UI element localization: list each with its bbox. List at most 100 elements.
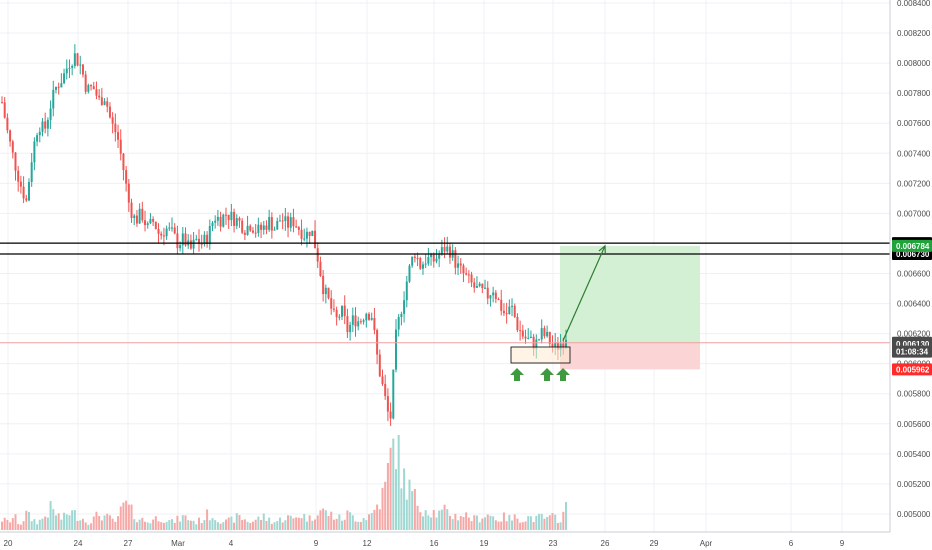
candle-body <box>262 225 265 230</box>
volume-bar <box>535 515 538 530</box>
volume-bar <box>519 522 522 530</box>
candle-body <box>435 258 438 262</box>
candle-body <box>424 263 427 265</box>
candle-body <box>224 214 227 216</box>
candle-body <box>108 106 111 118</box>
volume-bar <box>411 491 414 530</box>
volume-bar <box>300 518 303 530</box>
volume-bar <box>421 516 424 530</box>
candle-body <box>22 186 25 199</box>
candle-body <box>322 275 325 295</box>
volume-bar <box>540 513 543 530</box>
candle-body <box>489 295 492 299</box>
volume-bar <box>100 520 103 530</box>
volume-bar <box>524 521 527 530</box>
candle-body <box>63 73 66 84</box>
volume-bar <box>52 509 55 530</box>
volume-bars <box>1 435 567 530</box>
candle-body <box>127 183 130 203</box>
candle-body <box>505 313 508 315</box>
profit-zone[interactable] <box>560 245 700 343</box>
candle-body <box>457 263 460 268</box>
candle-body <box>106 101 109 107</box>
candle-body <box>17 170 20 182</box>
volume-bar <box>33 519 36 530</box>
volume-bar <box>538 513 541 530</box>
consolidation-box[interactable] <box>510 346 571 364</box>
candle-body <box>227 214 230 221</box>
candle-body <box>473 282 476 288</box>
y-tick-label: 0.005800 <box>897 390 931 399</box>
x-tick-label: 23 <box>549 539 558 548</box>
candle-body <box>443 247 446 252</box>
candle-body <box>14 152 17 171</box>
candle-body <box>195 238 198 240</box>
volume-bar <box>341 520 344 530</box>
axis-badge-label: 01:08:34 <box>896 348 929 357</box>
candle-body <box>475 285 478 288</box>
candle-body <box>394 329 397 370</box>
candle-body <box>400 313 403 317</box>
volume-bar <box>413 489 416 530</box>
axis-badge[interactable] <box>892 239 932 252</box>
axis-badge[interactable] <box>892 345 932 358</box>
candle-body <box>19 181 22 187</box>
y-tick-label: 0.007800 <box>897 89 931 98</box>
volume-bar <box>457 520 460 530</box>
y-tick-label: 0.007000 <box>897 209 931 218</box>
up-arrow-icon <box>540 368 554 381</box>
volume-bar <box>419 512 422 530</box>
volume-bar <box>481 518 484 530</box>
candle-body <box>508 306 511 315</box>
candle-body <box>389 411 392 419</box>
y-tick-label: 0.008000 <box>897 59 931 68</box>
volume-bar <box>351 515 354 530</box>
candle-body <box>44 121 47 129</box>
volume-bar <box>546 516 549 530</box>
candle-body <box>270 217 273 231</box>
volume-bar <box>276 521 279 530</box>
target-arrow-line[interactable] <box>562 245 606 342</box>
candle-body <box>100 97 103 105</box>
volume-bar <box>54 515 57 530</box>
candle-body <box>157 228 160 234</box>
price-axis[interactable]: 0.008400 0.008200 0.008000 0.007800 0.007600… <box>889 0 932 532</box>
candle-body <box>378 354 381 377</box>
time-axis[interactable]: 20 24 27 Mar 4 9 12 16 19 23 26 29 Apr 6 9 <box>0 531 890 548</box>
volume-bar <box>224 519 227 530</box>
volume-bar <box>122 502 125 530</box>
volume-bar <box>79 520 82 530</box>
volume-bar <box>208 520 211 530</box>
candle-body <box>176 233 179 249</box>
candle-body <box>54 86 57 90</box>
loss-zone[interactable] <box>560 342 700 370</box>
up-arrow-marker <box>510 368 524 381</box>
candle-body <box>527 337 530 339</box>
volume-bar <box>135 522 138 530</box>
volume-bar <box>192 520 195 530</box>
candle-body <box>446 246 449 252</box>
volume-bar <box>459 516 462 530</box>
x-tick-label: 9 <box>840 539 845 548</box>
volume-bar <box>65 514 68 530</box>
volume-bar <box>346 510 349 530</box>
candle-body <box>233 211 236 226</box>
candle-body <box>25 198 28 201</box>
volume-bar <box>494 520 497 530</box>
axis-badge[interactable] <box>892 363 932 376</box>
candle-body <box>392 369 395 419</box>
candle-body <box>357 321 360 327</box>
long-position-box[interactable] <box>560 245 700 370</box>
volume-bar <box>281 522 284 530</box>
candle-body <box>211 222 214 227</box>
candle-body <box>95 89 98 96</box>
volume-bar <box>46 517 49 530</box>
candle-body <box>11 141 14 153</box>
volume-bar <box>152 519 155 530</box>
candle-body <box>3 102 6 118</box>
annotations[interactable] <box>0 242 890 381</box>
volume-bar <box>141 517 144 530</box>
volume-bar <box>278 517 281 530</box>
volume-bar <box>376 504 379 530</box>
